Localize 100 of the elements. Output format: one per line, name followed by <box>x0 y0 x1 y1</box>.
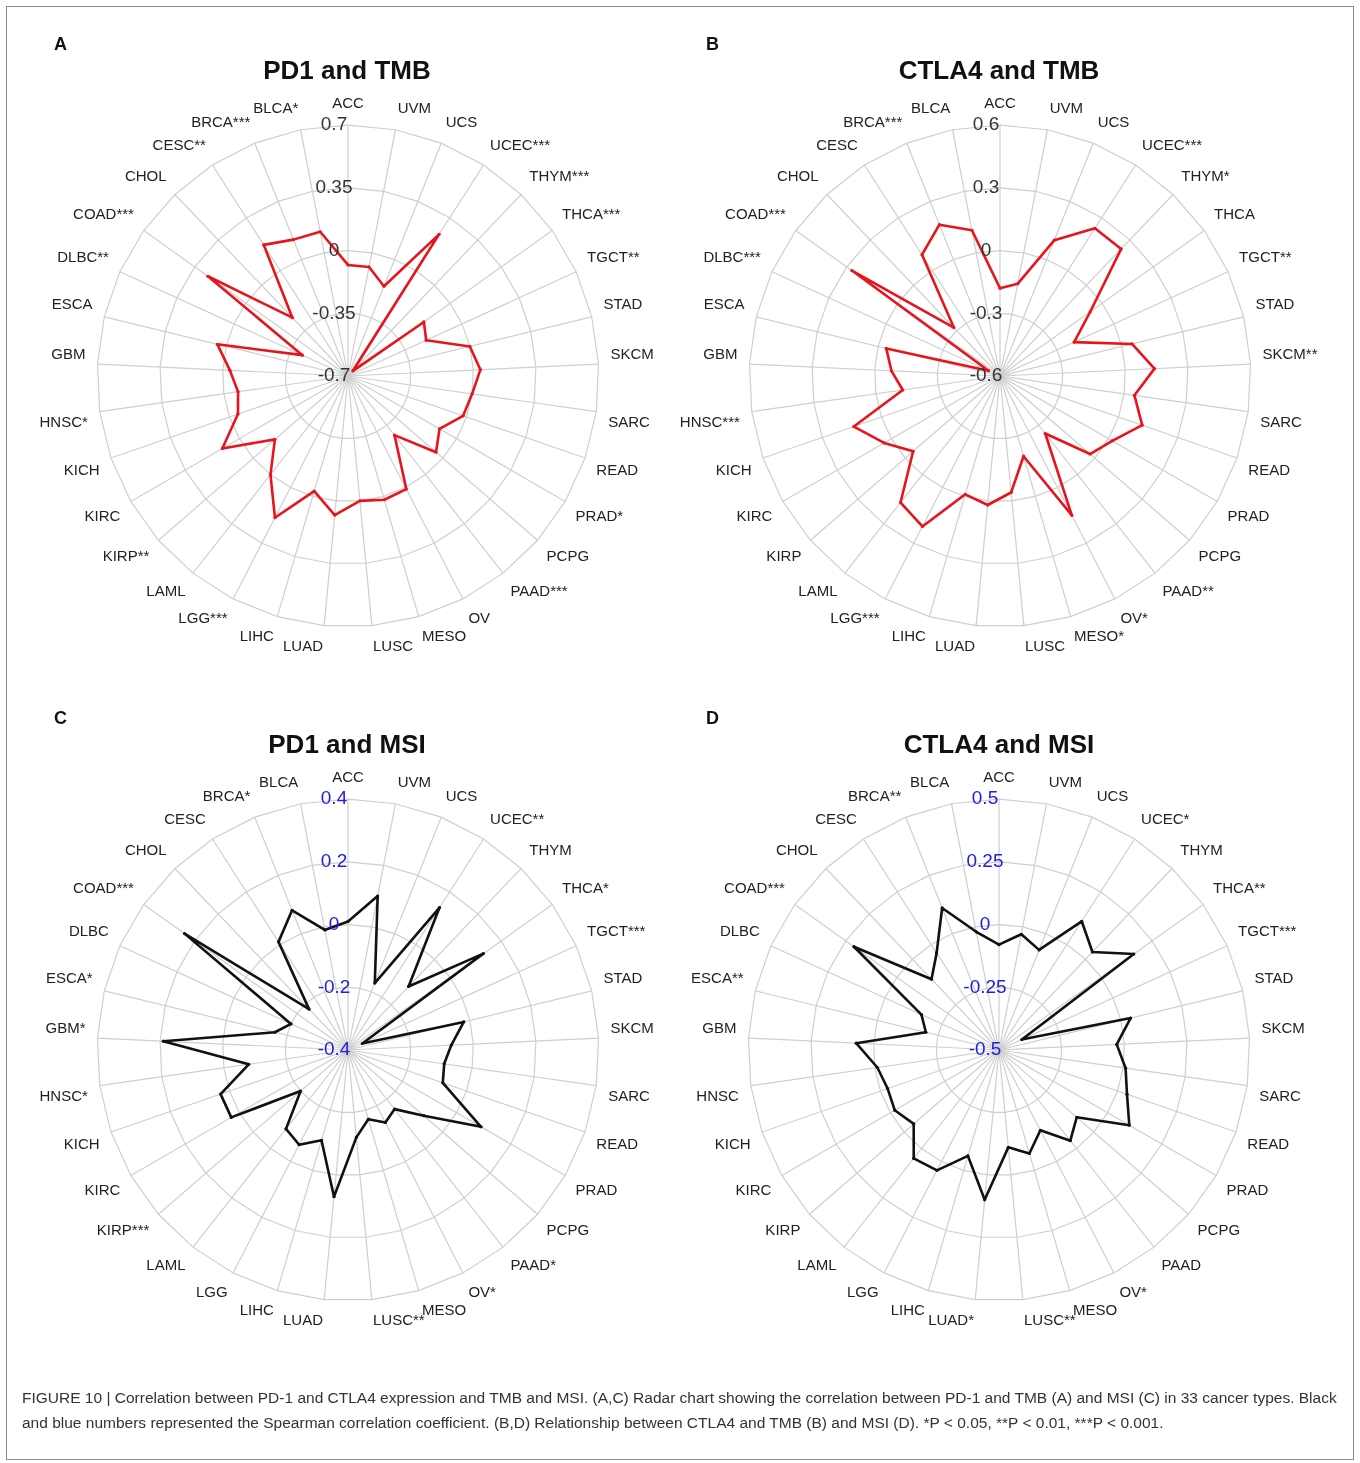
spoke-label: LAML <box>146 1255 186 1273</box>
spoke-label: LAML <box>146 581 186 599</box>
spoke-label: SKCM <box>1261 1018 1305 1036</box>
spoke-label: HNSC* <box>39 1086 89 1104</box>
spoke-label: COAD*** <box>725 204 787 222</box>
spoke-label: ESCA <box>51 295 93 313</box>
spoke-label: KIRP** <box>102 547 150 565</box>
spoke-label: LGG <box>195 1282 228 1300</box>
spoke-label: BLCA* <box>253 99 299 117</box>
spoke-label: CHOL <box>124 166 167 184</box>
spoke-label: STAD <box>603 295 643 313</box>
spoke-label: CESC <box>164 810 207 828</box>
spoke-label: UCS <box>1096 787 1129 805</box>
spoke-label: READ <box>1247 1135 1290 1153</box>
spoke-label: KICH <box>715 461 752 479</box>
spoke-label: KIRP*** <box>96 1221 150 1239</box>
spoke-label: CHOL <box>776 166 819 184</box>
spoke-label: LAML <box>797 1255 837 1273</box>
spoke-label: PRAD <box>1227 506 1270 524</box>
y-tick-label: -0.6 <box>969 364 1003 386</box>
spoke-label: ESCA <box>703 295 745 313</box>
spoke-label: LAML <box>798 581 838 599</box>
spoke-label: PCPG <box>1198 547 1242 565</box>
spoke-label: SKCM <box>610 1018 654 1036</box>
spoke-label: CHOL <box>775 840 818 858</box>
spoke-label: GBM* <box>45 1018 86 1036</box>
y-tick-label: -0.7 <box>317 364 351 386</box>
spoke-label: LUAD* <box>928 1310 975 1328</box>
spoke-label: TGCT** <box>1239 247 1292 265</box>
spoke-label: SARC <box>1259 1086 1301 1104</box>
spoke-label: LIHC <box>891 627 927 645</box>
spoke-label: TGCT** <box>587 247 640 265</box>
chart-title: CTLA4 and MSI <box>903 728 1095 759</box>
spoke-label: UCEC*** <box>490 136 551 154</box>
spoke-label: UCEC** <box>490 810 545 828</box>
spoke-label: UVM <box>1048 773 1083 791</box>
spoke-label: BRCA*** <box>191 113 251 131</box>
y-tick-label: -0.4 <box>317 1038 351 1060</box>
spoke-label: CESC <box>815 810 858 828</box>
y-tick-label: -0.35 <box>312 301 356 323</box>
spoke-label: SARC <box>1260 412 1302 430</box>
spoke-label: BLCA <box>911 99 951 117</box>
spoke-label: MESO* <box>1074 627 1125 645</box>
spoke-label: KIRP <box>766 547 802 565</box>
spoke-label: KICH <box>63 1135 100 1153</box>
spoke-label: KIRP <box>765 1221 801 1239</box>
spoke-label: UVM <box>397 99 432 117</box>
spoke-label: THCA** <box>1213 878 1266 896</box>
spoke-label: THYM <box>529 840 572 858</box>
spoke-label: HNSC*** <box>679 412 741 430</box>
spoke-label: STAD <box>1254 969 1294 987</box>
spoke-label: CESC** <box>152 136 207 154</box>
spoke-label: PCPG <box>546 1221 590 1239</box>
spoke-label: LIHC <box>239 1301 275 1319</box>
spoke-label: UCS <box>445 787 478 805</box>
spoke-label: THYM* <box>1181 166 1230 184</box>
spoke-label: LUSC <box>372 636 414 654</box>
spoke-label: UCS <box>1097 113 1130 131</box>
spoke-label: PRAD <box>1226 1180 1269 1198</box>
spoke-label: STAD <box>1255 295 1295 313</box>
chart-title: CTLA4 and TMB <box>898 54 1100 85</box>
spoke-label: HNSC <box>696 1086 740 1104</box>
spoke-label: SARC <box>608 412 650 430</box>
spoke-label: STAD <box>603 969 643 987</box>
spoke-label: ESCA** <box>691 969 744 987</box>
spoke-label: OV* <box>1119 1282 1148 1300</box>
spoke-label: SKCM** <box>1262 344 1318 362</box>
spoke-label: OV* <box>468 1282 497 1300</box>
spoke-label: COAD*** <box>724 878 786 896</box>
spoke-label: KICH <box>63 461 100 479</box>
spoke-label: KIRC <box>84 506 121 524</box>
text: A <box>54 34 67 55</box>
spoke-label: SKCM <box>610 344 654 362</box>
spoke-label: KIRC <box>735 1180 772 1198</box>
y-tick-label: 0.2 <box>320 850 348 872</box>
spoke-label: ACC <box>332 94 364 112</box>
text: D <box>706 708 719 729</box>
spoke-label: LGG <box>846 1282 879 1300</box>
y-tick-label: -0.3 <box>969 301 1003 323</box>
spoke-label: GBM <box>703 344 738 362</box>
spoke-label: DLBC <box>68 921 110 939</box>
spoke-label: UVM <box>1049 99 1084 117</box>
spoke-label: PAAD <box>1161 1255 1202 1273</box>
spoke-label: GBM <box>702 1018 737 1036</box>
spoke-label: LGG*** <box>830 608 880 626</box>
y-tick-label: 0.7 <box>320 113 348 135</box>
spoke-label: KIRC <box>84 1180 121 1198</box>
y-tick-label: -0.2 <box>317 975 351 997</box>
spoke-label: ESCA* <box>45 969 93 987</box>
spoke-label: PAAD** <box>1162 581 1215 599</box>
y-tick-label: 0.25 <box>966 850 1004 872</box>
spoke-label: UCEC* <box>1141 810 1190 828</box>
y-tick-label: 0.4 <box>320 787 348 809</box>
spoke-label: KICH <box>714 1135 751 1153</box>
spoke-label: READ <box>596 461 639 479</box>
spoke-label: LUAD <box>283 636 324 654</box>
spoke-label: LGG*** <box>178 608 228 626</box>
chart-title: PD1 and MSI <box>268 728 426 759</box>
y-tick-label: -0.25 <box>963 975 1007 997</box>
spoke-label: ACC <box>332 768 364 786</box>
